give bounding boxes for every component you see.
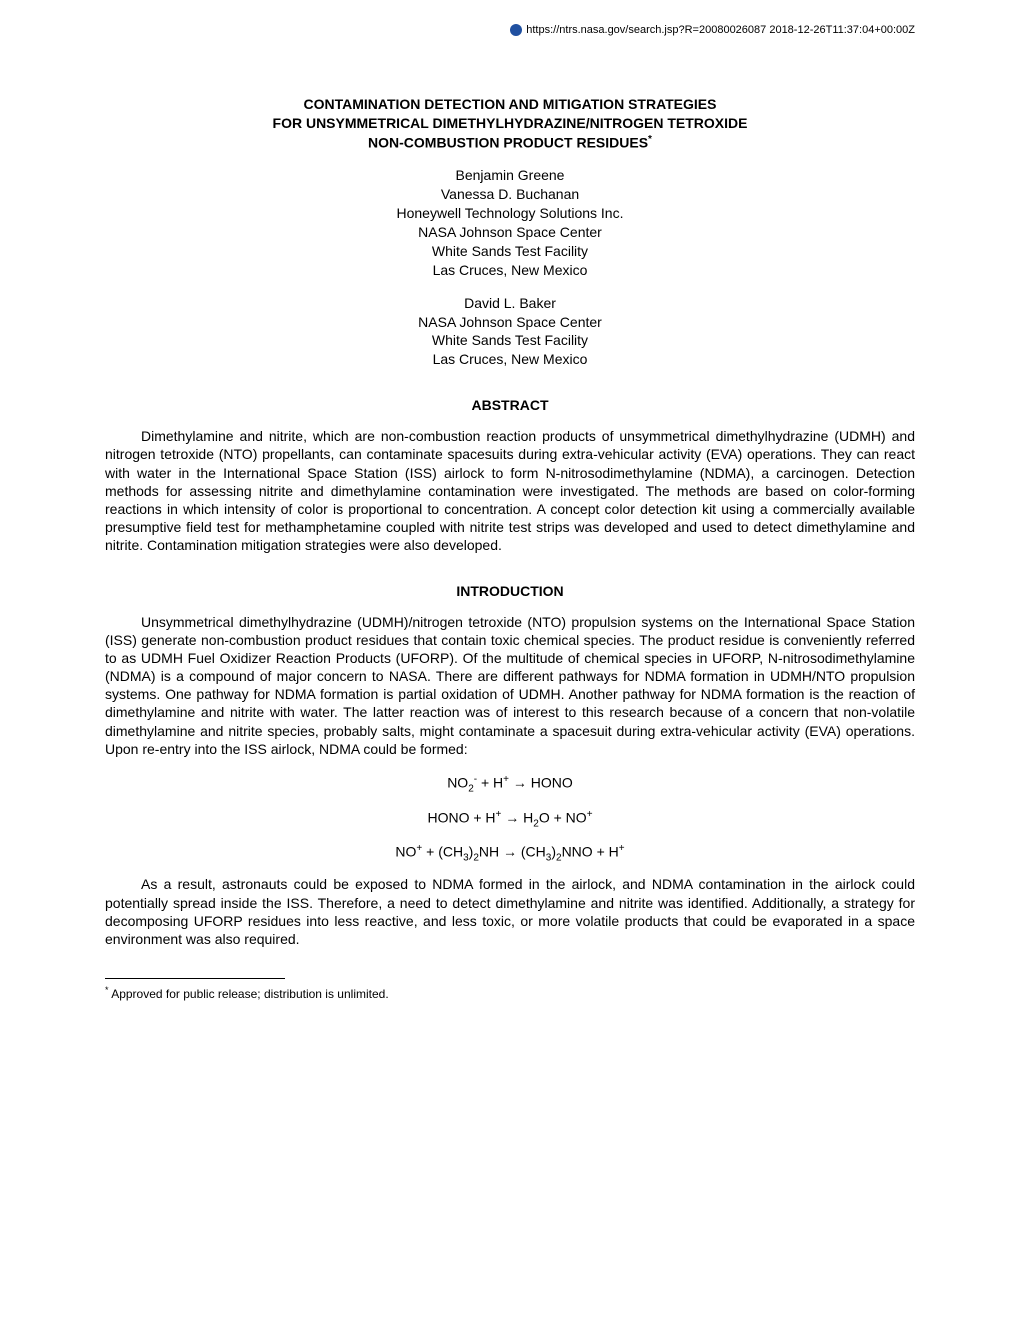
- affiliation: White Sands Test Facility: [432, 332, 588, 348]
- paper-title: CONTAMINATION DETECTION AND MITIGATION S…: [105, 95, 915, 152]
- title-line-2: FOR UNSYMMETRICAL DIMETHYLHYDRAZINE/NITR…: [273, 115, 748, 131]
- equation-1: NO2- + H+ → HONO: [105, 772, 915, 796]
- introduction-paragraph-1: Unsymmetrical dimethylhydrazine (UDMH)/n…: [105, 613, 915, 759]
- affiliation: Honeywell Technology Solutions Inc.: [397, 205, 624, 221]
- footnote-text: Approved for public release; distributio…: [109, 987, 389, 1001]
- footnote-separator: [105, 978, 285, 979]
- affiliation: NASA Johnson Space Center: [418, 314, 602, 330]
- equation-3: NO+ + (CH3)2NH → (CH3)2NNO + H+: [105, 841, 915, 865]
- footnote: * Approved for public release; distribut…: [105, 985, 915, 1003]
- author-name: Vanessa D. Buchanan: [441, 186, 579, 202]
- affiliation: Las Cruces, New Mexico: [433, 262, 588, 278]
- authors-group-1: Benjamin Greene Vanessa D. Buchanan Hone…: [105, 166, 915, 279]
- affiliation: Las Cruces, New Mexico: [433, 351, 588, 367]
- introduction-heading: INTRODUCTION: [105, 583, 915, 599]
- affiliation: White Sands Test Facility: [432, 243, 588, 259]
- url-text: https://ntrs.nasa.gov/search.jsp?R=20080…: [526, 24, 915, 36]
- author-name: Benjamin Greene: [456, 167, 565, 183]
- equation-2: HONO + H+ → H2O + NO+: [105, 807, 915, 831]
- url-header: https://ntrs.nasa.gov/search.jsp?R=20080…: [510, 24, 915, 36]
- affiliation: NASA Johnson Space Center: [418, 224, 602, 240]
- globe-icon: [510, 24, 522, 36]
- abstract-paragraph: Dimethylamine and nitrite, which are non…: [105, 427, 915, 554]
- abstract-heading: ABSTRACT: [105, 397, 915, 413]
- author-name: David L. Baker: [464, 295, 556, 311]
- title-line-3: NON-COMBUSTION PRODUCT RESIDUES: [368, 134, 648, 150]
- authors-group-2: David L. Baker NASA Johnson Space Center…: [105, 294, 915, 370]
- title-footnote-marker: *: [648, 134, 652, 145]
- title-line-1: CONTAMINATION DETECTION AND MITIGATION S…: [304, 96, 717, 112]
- introduction-paragraph-2: As a result, astronauts could be exposed…: [105, 875, 915, 948]
